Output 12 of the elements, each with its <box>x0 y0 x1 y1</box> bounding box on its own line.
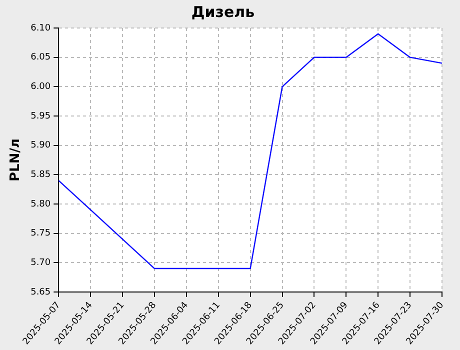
y-tick-label: 6.10 <box>30 23 51 34</box>
chart-title: Дизель <box>191 2 255 21</box>
y-axis-title: PLN/л <box>8 138 24 182</box>
y-tick-label: 5.75 <box>30 228 51 239</box>
y-tick-label: 5.70 <box>30 258 51 268</box>
y-tick-label: 6.00 <box>30 82 51 92</box>
y-tick-label: 5.65 <box>30 287 51 298</box>
y-tick-label: 5.85 <box>30 170 51 180</box>
y-tick-label: 5.90 <box>30 140 51 151</box>
y-tick-label: 5.80 <box>30 199 51 210</box>
y-tick-label: 5.95 <box>30 111 51 122</box>
y-tick-label: 6.05 <box>30 52 51 63</box>
